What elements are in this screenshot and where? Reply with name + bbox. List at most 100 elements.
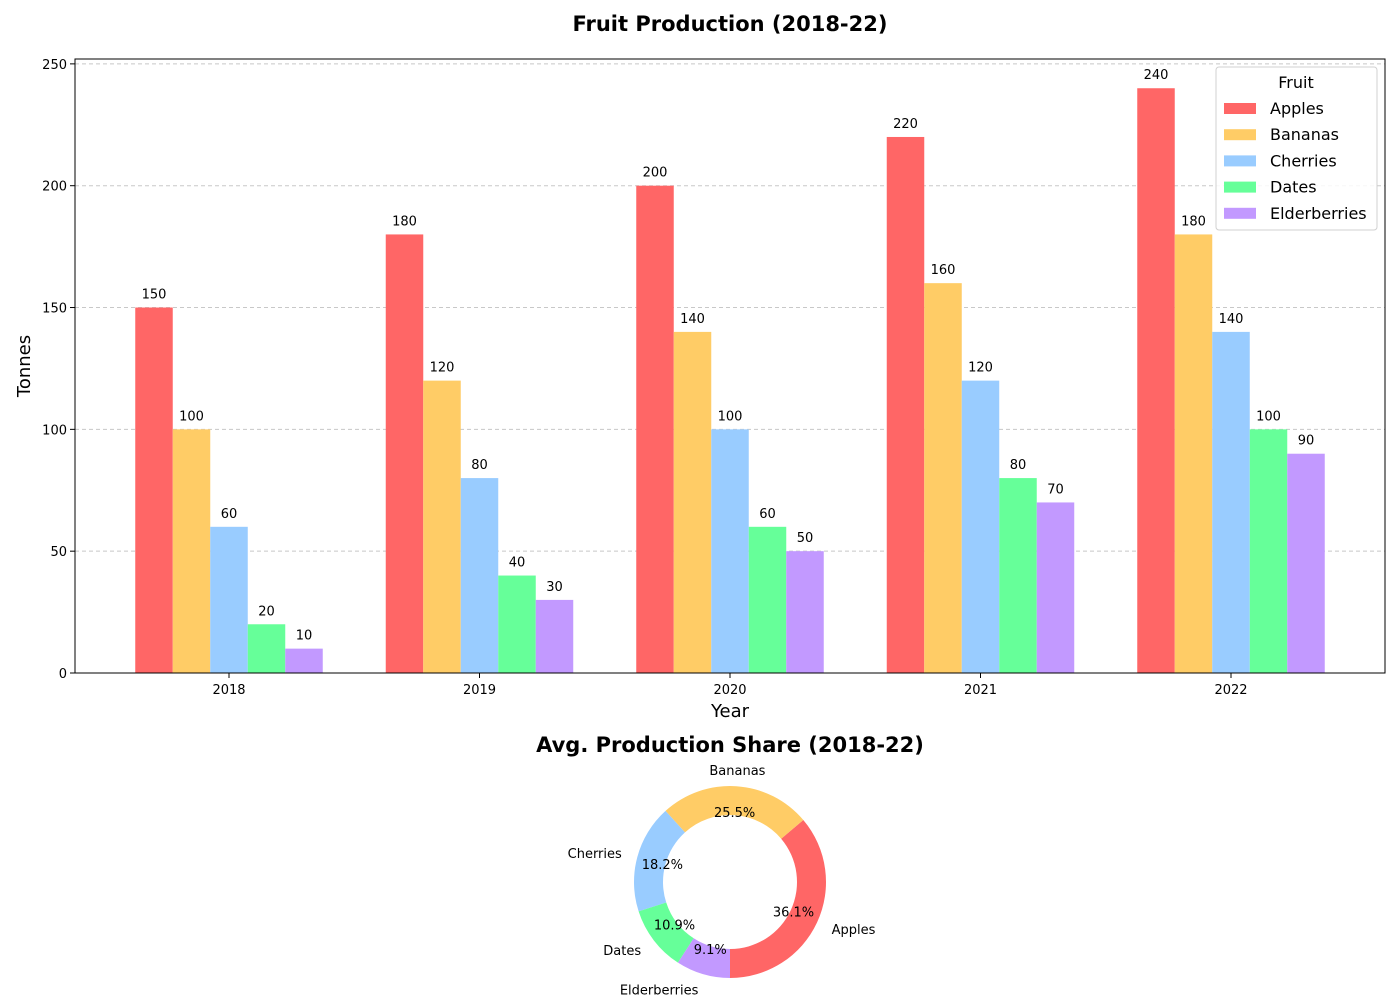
x-axis-ticks: 2018 2019 2020 2021 2022 [212,673,1248,698]
series-elderberries [285,453,1325,673]
legend-items: Apples Bananas Cherries Dates Elderberries [1224,99,1367,223]
y-tick-label: 100 [42,423,67,438]
y-tick-label: 50 [50,545,67,560]
bar-value-label: 60 [221,507,238,522]
bar-value-label: 100 [179,409,204,424]
legend-swatch [1224,103,1256,114]
bar-series [135,88,1325,673]
bar [1287,453,1325,673]
bar-value-label: 90 [1298,434,1315,449]
bar [385,234,424,673]
x-tick-label: 2022 [1214,683,1247,698]
bar [1174,234,1213,673]
bar [535,599,574,673]
bar-value-label: 10 [296,629,313,644]
bar [423,380,461,673]
bar-value-label: 40 [509,556,526,571]
donut-category-label: Apples [832,923,876,938]
legend-label: Elderberries [1270,204,1367,223]
bar [1036,502,1075,673]
bar-value-label: 120 [968,361,993,376]
donut-slice-apples [730,820,826,978]
y-axis-label: Tonnes [14,335,35,398]
bar-value-label: 70 [1047,482,1064,497]
bar [711,429,749,673]
x-axis-label: Year [710,701,750,722]
bar-value-label: 180 [392,214,417,229]
bar [1249,429,1288,673]
y-tick-label: 200 [42,180,67,195]
bar-value-label: 220 [893,117,918,132]
bar-value-label: 60 [759,507,776,522]
y-tick-label: 150 [42,302,67,317]
series-apples [135,88,1175,673]
bar-value-label: 30 [546,580,563,595]
bar [999,478,1037,673]
y-tick-label: 250 [42,58,67,73]
bar-chart-title: Fruit Production (2018-22) [573,12,888,36]
legend-label: Apples [1270,99,1324,118]
bar [460,478,499,673]
bar [247,624,286,673]
legend-swatch [1224,207,1256,219]
donut-chart: Avg. Production Share (2018-22) 36.1% App… [536,733,924,998]
donut-percent-label: 10.9% [654,919,695,934]
donut-slice-bananas [665,786,804,839]
x-tick-label: 2020 [713,683,746,698]
bar [961,380,1000,673]
donut-slice-dates [638,902,694,963]
legend-swatch [1224,155,1256,167]
legend-label: Cherries [1270,151,1337,170]
bar-chart: Fruit Production (2018-22) 1501802002202… [14,12,1386,722]
bar-value-label: 140 [680,312,705,327]
bar [748,526,787,673]
donut-category-label: Cherries [568,847,622,862]
legend-swatch [1224,181,1256,193]
bar [1137,88,1175,673]
x-tick-label: 2021 [964,683,997,698]
bar [1212,331,1250,673]
bar-value-label: 180 [1181,214,1206,229]
donut-category-label: Dates [603,944,641,959]
donut-slice-cherries [634,810,685,912]
donut-percent-label: 36.1% [773,905,814,920]
bar [135,307,173,673]
bar-value-label: 50 [797,531,814,546]
bar-value-label: 20 [258,604,275,619]
bar-value-label: 140 [1219,312,1244,327]
y-tick-label: 0 [59,667,67,682]
x-tick-label: 2019 [463,683,496,698]
donut-slice-elderberries [677,938,730,978]
donut-chart-title: Avg. Production Share (2018-22) [536,733,924,757]
donut-category-label: Elderberries [620,983,699,998]
bar [673,331,712,673]
bar [886,136,925,673]
x-tick-label: 2018 [212,683,245,698]
legend-box [1215,66,1378,231]
series-dates [247,429,1288,673]
donut-slices [634,786,826,978]
bar-value-label: 100 [718,409,743,424]
bar [285,648,323,673]
donut-percent-label: 25.5% [714,806,755,821]
donut-percent-label: 18.2% [642,858,683,873]
bar-value-label: 240 [1144,68,1169,83]
legend-title: Fruit [1278,73,1313,92]
bar [210,526,248,673]
donut-category-label: Bananas [709,764,765,779]
bar-value-label: 150 [142,288,167,303]
bar [786,551,824,673]
legend-label: Dates [1270,178,1317,197]
legend: Fruit Apples Bananas Cherries Dates Elderber… [1215,66,1378,231]
bar-data-labels: 150 180 200 220 240 100 120 140 160 180 60 80 100 120… [142,68,1315,643]
y-axis-ticks: 0 50 100 150 200 250 [42,58,75,682]
series-cherries [210,331,1250,673]
bar-value-label: 160 [931,263,956,278]
donut-percent-label: 9.1% [694,943,727,958]
bar-value-label: 120 [430,361,455,376]
donut-labels: 36.1% Apples 25.5% Bananas 18.2% Cherries 10.9… [568,764,876,998]
bar [498,575,536,673]
bar-value-label: 80 [1010,458,1027,473]
legend-swatch [1224,129,1256,141]
bar [172,429,211,673]
